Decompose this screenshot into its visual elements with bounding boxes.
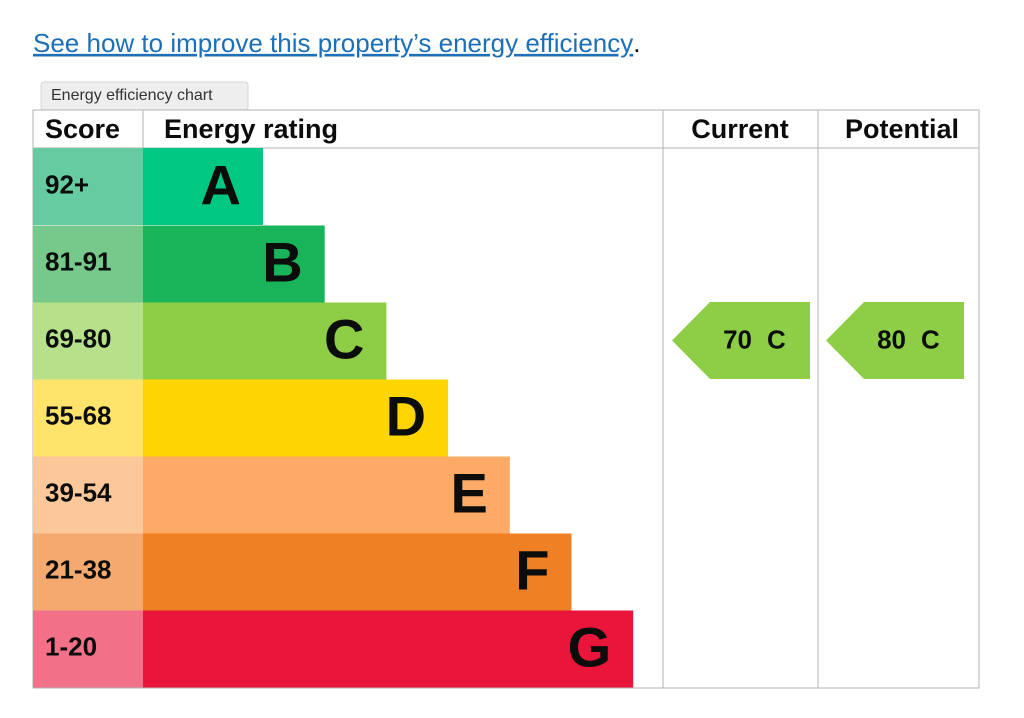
rating-letter: A: [201, 153, 241, 216]
rating-letter: F: [515, 538, 549, 601]
rating-bar: [143, 379, 449, 457]
rating-letter: B: [262, 230, 302, 293]
rating-bar: [143, 610, 634, 688]
score-band: 81-91: [45, 246, 112, 276]
score-band: 21-38: [45, 554, 112, 584]
rating-letter: G: [568, 615, 612, 678]
score-band: 92+: [45, 169, 89, 199]
potential-score: 80: [877, 324, 906, 354]
rating-bar: [143, 225, 325, 303]
current-score: 70: [723, 324, 752, 354]
rating-bar: [143, 148, 263, 225]
rating-letter: E: [450, 461, 487, 524]
current-arrow: [672, 302, 810, 379]
potential-rating: C: [921, 324, 940, 354]
score-cell: [33, 533, 143, 611]
score-band: 55-68: [45, 400, 112, 430]
rating-letter: D: [386, 384, 426, 447]
rating-bar: [143, 302, 387, 380]
rating-bar: [143, 533, 572, 611]
improve-link[interactable]: See how to improve this property’s energ…: [33, 28, 633, 58]
link-suffix: .: [633, 28, 640, 58]
score-cell: [33, 379, 143, 457]
rating-bar: [143, 456, 510, 534]
column-header: Score: [45, 114, 120, 144]
score-cell: [33, 302, 143, 380]
potential-arrow: [826, 302, 964, 379]
column-header: Energy rating: [164, 114, 338, 144]
score-band: 1-20: [45, 631, 97, 661]
rating-letter: C: [324, 307, 364, 370]
score-band: 39-54: [45, 477, 112, 507]
column-header: Potential: [845, 114, 959, 144]
score-band: 69-80: [45, 323, 112, 353]
score-cell: [33, 148, 143, 225]
tooltip: Energy efficiency chart: [51, 87, 213, 104]
column-header: Current: [691, 114, 789, 144]
score-cell: [33, 456, 143, 534]
current-rating: C: [767, 324, 786, 354]
score-cell: [33, 225, 143, 303]
score-cell: [33, 610, 143, 688]
